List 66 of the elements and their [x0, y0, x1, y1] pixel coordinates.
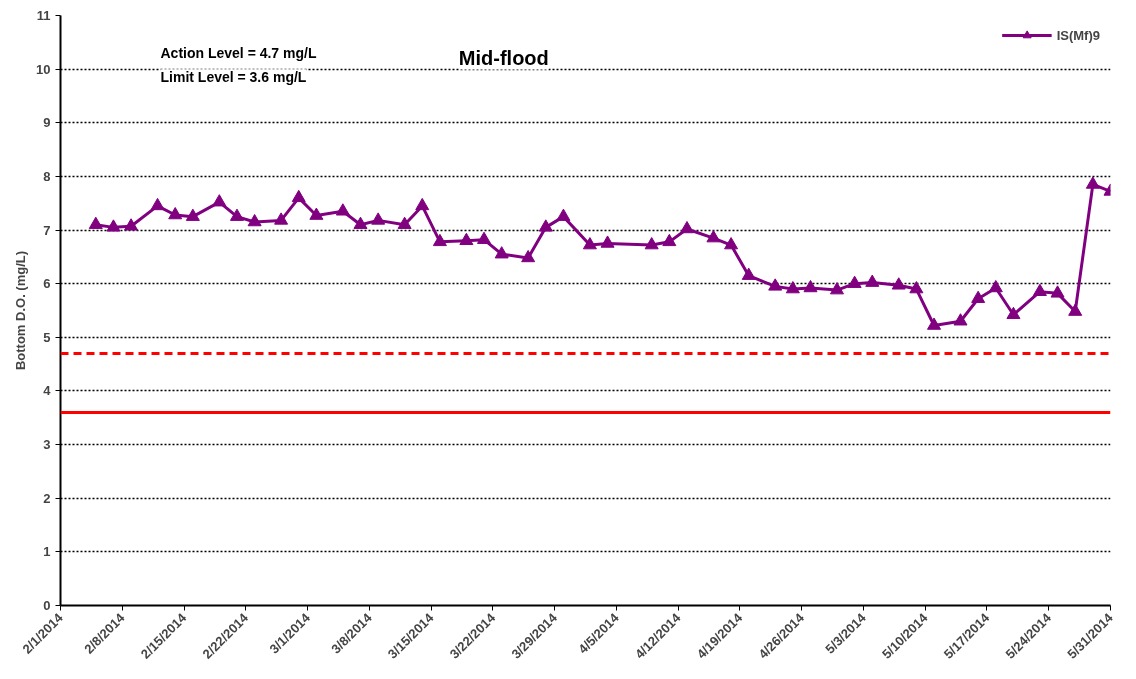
point — [397, 216, 412, 229]
point — [432, 233, 447, 247]
point — [106, 219, 121, 232]
point — [185, 208, 200, 221]
y-tick-label: 9 — [43, 115, 51, 131]
point — [600, 235, 615, 248]
y-tick-label: 10 — [36, 61, 51, 77]
point — [212, 194, 227, 207]
point — [829, 282, 844, 295]
point — [88, 216, 103, 229]
point — [415, 197, 430, 211]
y-tick-label: 2 — [43, 490, 51, 506]
y-tick-label: 1 — [43, 544, 51, 560]
point — [1085, 176, 1100, 189]
point — [521, 249, 536, 263]
y-tick-label: 3 — [43, 437, 51, 453]
point — [229, 208, 244, 221]
y-tick-label: 7 — [43, 222, 51, 238]
point — [477, 231, 492, 244]
point — [1068, 303, 1083, 316]
point — [353, 216, 368, 229]
point — [971, 290, 986, 303]
point — [150, 197, 165, 211]
point — [1006, 306, 1021, 320]
point — [927, 317, 942, 330]
point — [1032, 283, 1047, 296]
point — [582, 237, 597, 250]
point — [865, 274, 880, 287]
point — [724, 237, 739, 250]
point — [706, 230, 721, 243]
point — [124, 218, 139, 231]
point — [891, 277, 906, 290]
point — [274, 212, 289, 225]
point — [494, 246, 509, 259]
point — [803, 279, 818, 293]
point — [1050, 285, 1065, 298]
y-tick-label: 11 — [36, 8, 51, 23]
text: Mid-flood — [458, 47, 549, 70]
point — [785, 281, 800, 294]
point — [556, 208, 571, 221]
legend-label: IS(Mf)9 — [1056, 27, 1100, 43]
y-tick-label: 6 — [43, 276, 51, 292]
point — [335, 203, 350, 216]
point — [247, 213, 262, 227]
point — [679, 220, 694, 234]
point — [459, 232, 474, 246]
point — [847, 275, 862, 288]
annotation: Limit Level = 3.6 mg/L — [160, 69, 307, 86]
point — [741, 267, 756, 280]
point — [644, 237, 659, 250]
point — [909, 281, 924, 294]
y-tick-label: 4 — [43, 383, 52, 399]
point — [768, 278, 783, 291]
point — [371, 212, 386, 225]
point — [309, 207, 324, 220]
point — [953, 313, 968, 326]
point — [662, 233, 677, 247]
y-tick-label: 5 — [43, 329, 51, 345]
y-tick-label: 0 — [43, 598, 51, 613]
point — [988, 279, 1003, 293]
y-tick-label: 8 — [43, 168, 51, 184]
point — [168, 207, 183, 220]
annotation: Action Level = 4.7 mg/L — [160, 45, 317, 62]
point — [538, 219, 553, 232]
y-axis-title: Bottom D.O. (mg/L) — [13, 250, 29, 371]
point — [291, 189, 306, 203]
